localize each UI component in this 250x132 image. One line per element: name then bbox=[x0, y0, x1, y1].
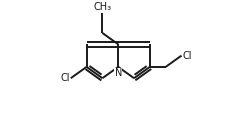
Text: CH₃: CH₃ bbox=[93, 2, 112, 11]
Text: N: N bbox=[114, 68, 122, 78]
Text: Cl: Cl bbox=[183, 51, 192, 61]
Text: Cl: Cl bbox=[60, 73, 70, 83]
